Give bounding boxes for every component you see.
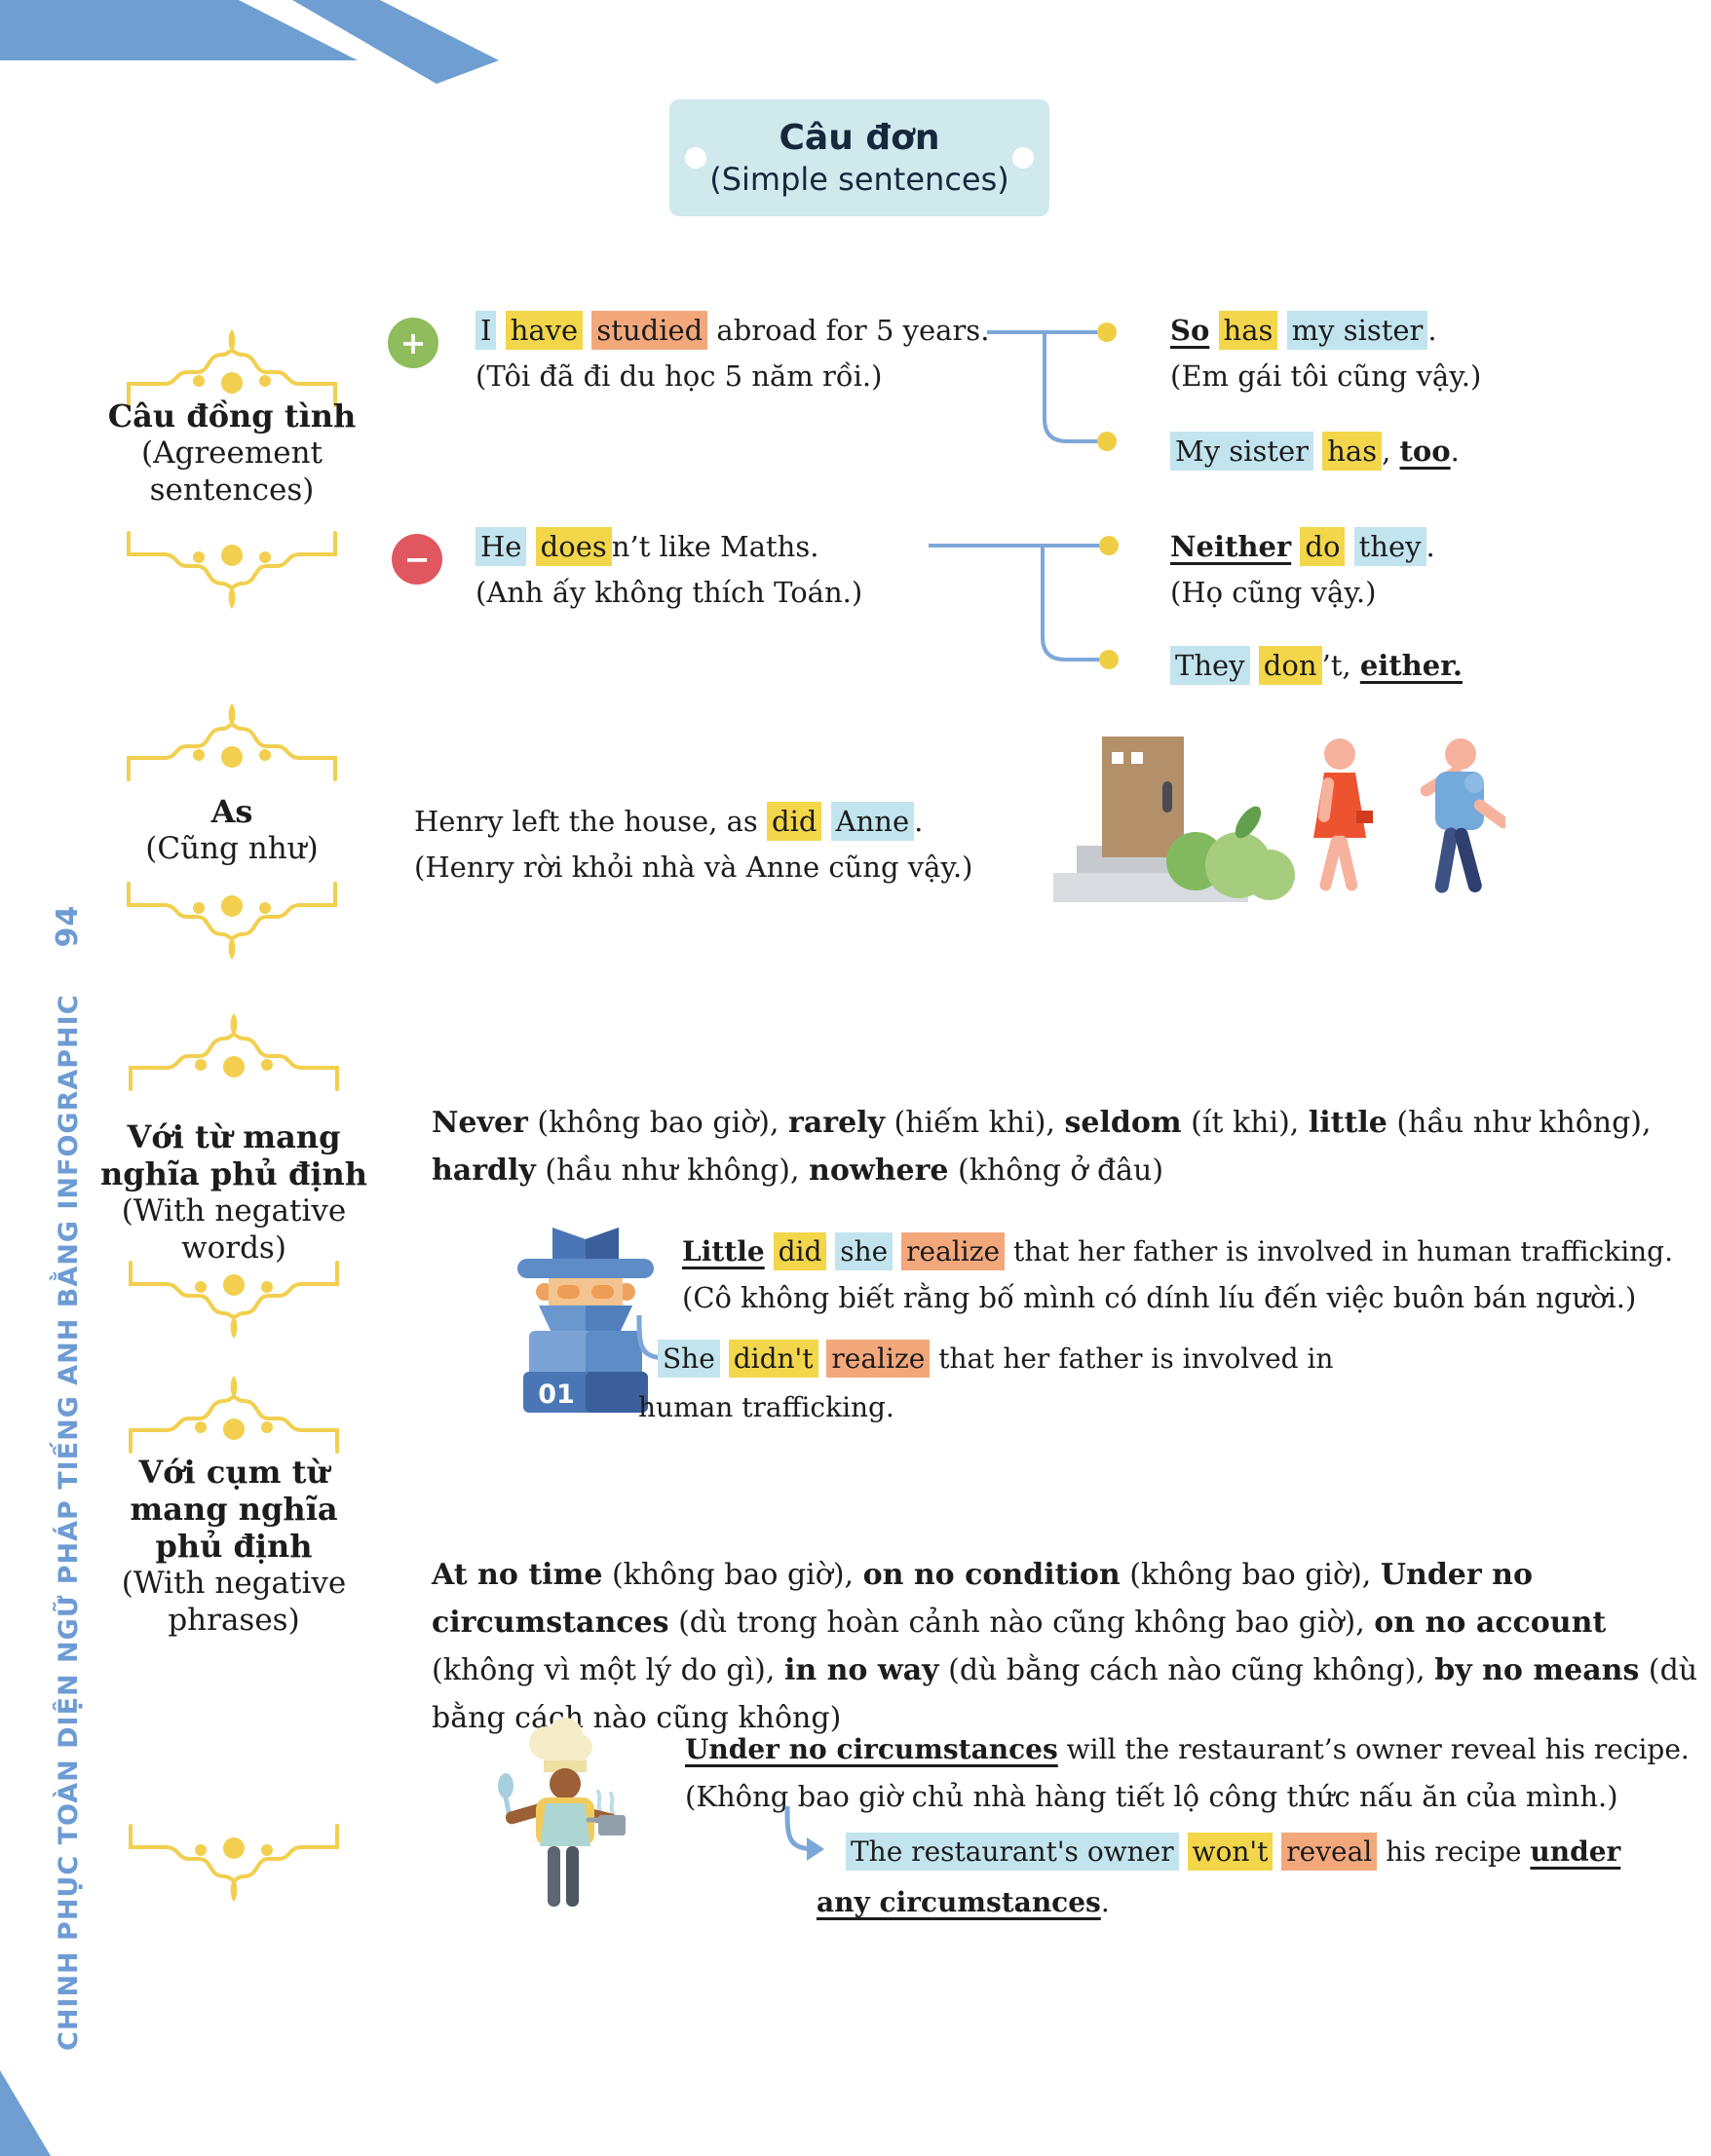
- ornament-bottom-icon: [127, 1261, 341, 1339]
- response-translation: (Họ cũng vậy.): [1170, 576, 1377, 609]
- rewrite-sentence-line1: She didn't realize that her father is in…: [658, 1337, 1333, 1381]
- example-sentence: Henry left the house, as did Anne.: [414, 799, 923, 844]
- ornament-top-icon: [125, 703, 339, 781]
- detective-icon: 01: [517, 1228, 654, 1413]
- ornament-top-icon: [127, 1376, 341, 1454]
- response-translation: (Em gái tôi cũng vậy.): [1170, 359, 1482, 393]
- chef-icon: [498, 1718, 626, 1907]
- response-sentence: Neither do they.: [1170, 524, 1435, 569]
- title-banner: Câu đơn (Simple sentences): [669, 99, 1049, 216]
- page-subtitle: (Simple sentences): [709, 161, 1009, 198]
- ornament-bottom-icon: [127, 1824, 341, 1902]
- section-label-agreement: Câu đồng tình (Agreement sentences): [105, 397, 359, 509]
- response-sentence: So has my sister.: [1170, 308, 1437, 353]
- sentence-translation: (Anh ấy không thích Toán.): [475, 576, 863, 609]
- rewrite-sentence-line2: human trafficking.: [638, 1391, 894, 1423]
- connector-lines-icon: [987, 322, 1117, 451]
- section-label-en: (Agreement sentences): [141, 435, 323, 508]
- section-label-vi: Với cụm từ mang nghĩa phủ định: [130, 1454, 338, 1565]
- door-walking-people-illustration-icon: [1053, 737, 1505, 902]
- banner-notch-right-icon: [1012, 147, 1034, 169]
- banner-notch-left-icon: [685, 147, 706, 169]
- section-label-en: (With negative phrases): [121, 1566, 347, 1638]
- section-label-negative-words: Với từ mang nghĩa phủ định (With negativ…: [97, 1118, 370, 1267]
- sentence-translation: (Henry rời khỏi nhà và Anne cũng vậy.): [414, 851, 973, 884]
- section-label-vi: As: [210, 793, 253, 830]
- connector-lines-icon: [929, 536, 1119, 669]
- ornament-bottom-icon: [125, 531, 339, 609]
- rewrite-arrow-icon: [784, 1805, 824, 1861]
- sentence-translation: (Cô không biết rằng bố mình có dính líu …: [682, 1281, 1637, 1314]
- corner-ribbons-icon: [0, 0, 499, 84]
- ornament-bottom-icon: [125, 882, 339, 960]
- section-label-as: As (Cũng như): [105, 793, 359, 867]
- page-title: Câu đơn: [779, 118, 940, 158]
- sidebar-title-text: CHINH PHỤC TOÀN DIỆN NGỮ PHÁP TIẾNG ANH …: [54, 994, 84, 2051]
- example-sentence: Little did she realize that her father i…: [682, 1229, 1673, 1274]
- detective-badge-label: 01: [538, 1380, 575, 1410]
- section-label-negative-phrases: Với cụm từ mang nghĩa phủ định (With neg…: [93, 1454, 375, 1639]
- response-sentence: My sister has, too.: [1170, 429, 1460, 473]
- ornament-top-icon: [127, 1013, 341, 1091]
- sentence-translation: (Không bao giờ chủ nhà hàng tiết lộ công…: [685, 1780, 1618, 1813]
- negative-words-list: Never (không bao giờ), rarely (hiếm khi)…: [432, 1106, 1652, 1188]
- page-number: 94: [51, 904, 85, 948]
- rewrite-sentence-line1: The restaurant's owner won't reveal his …: [846, 1830, 1620, 1874]
- example-sentence: Under no circumstances will the restaura…: [685, 1733, 1690, 1765]
- sidebar-book-title: CHINH PHỤC TOÀN DIỆN NGỮ PHÁP TIẾNG ANH …: [51, 905, 85, 2051]
- negative-sign-icon: −: [392, 534, 442, 585]
- response-sentence: They don’t, either.: [1170, 643, 1463, 688]
- section-label-vi: Câu đồng tình: [107, 397, 357, 435]
- example-sentence: I have studied abroad for 5 years.: [475, 308, 989, 353]
- negative-phrases-list: At no time (không bao giờ), on no condit…: [432, 1558, 1698, 1735]
- sentence-translation: (Tôi đã đi du học 5 năm rồi.): [475, 359, 883, 393]
- rewrite-sentence-line2: any circumstances.: [817, 1886, 1110, 1918]
- ornament-top-icon: [125, 329, 339, 407]
- section-label-en: (Cũng như): [145, 831, 319, 866]
- example-sentence: He does n’t like Maths.: [475, 524, 818, 569]
- corner-accent-icon: [0, 2070, 51, 2156]
- positive-sign-icon: +: [388, 318, 438, 368]
- section-label-vi: Với từ mang nghĩa phủ định: [99, 1118, 368, 1192]
- section-label-en: (With negative words): [121, 1193, 347, 1266]
